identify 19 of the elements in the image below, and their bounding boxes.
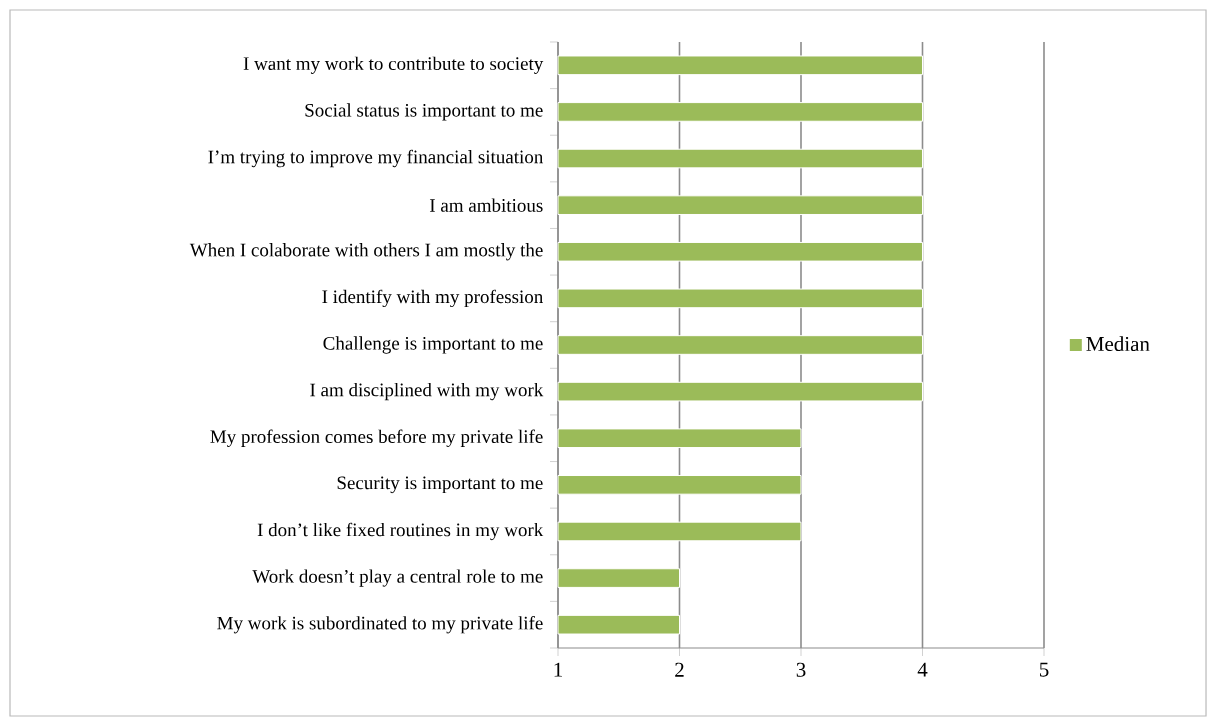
y-tick-label: I want my work to contribute to society xyxy=(243,56,544,74)
y-tick-label: My work is subordinated to my private life xyxy=(217,615,543,634)
x-tick-label: 3 xyxy=(796,662,806,677)
y-tick-label: Social status is important to me xyxy=(305,103,543,121)
y-tick-label: When I colaborate with others I am mostly the xyxy=(189,243,543,261)
y-tick-label: I am disciplined with my work xyxy=(310,382,544,401)
y-tick-label: Challenge is important to me xyxy=(323,336,543,354)
y-tick-label: I’m trying to improve my financial situation xyxy=(208,149,544,168)
x-tick-label: 5 xyxy=(1039,662,1049,677)
x-tick-label: 2 xyxy=(675,662,684,677)
y-tick-label: I am ambitious xyxy=(429,198,543,212)
y-tick-label: Security is important to me xyxy=(337,476,543,494)
legend-label: Median xyxy=(1086,336,1150,352)
y-tick-label: I don’t like fixed routines in my work xyxy=(257,522,544,541)
y-tick-label: Work doesn’t play a central role to me xyxy=(252,569,543,587)
x-tick-label: 1 xyxy=(554,662,562,677)
y-tick-label: My profession comes before my private life xyxy=(210,429,543,447)
y-tick-label: I identify with my profession xyxy=(322,289,543,308)
x-tick-label: 4 xyxy=(917,662,928,677)
